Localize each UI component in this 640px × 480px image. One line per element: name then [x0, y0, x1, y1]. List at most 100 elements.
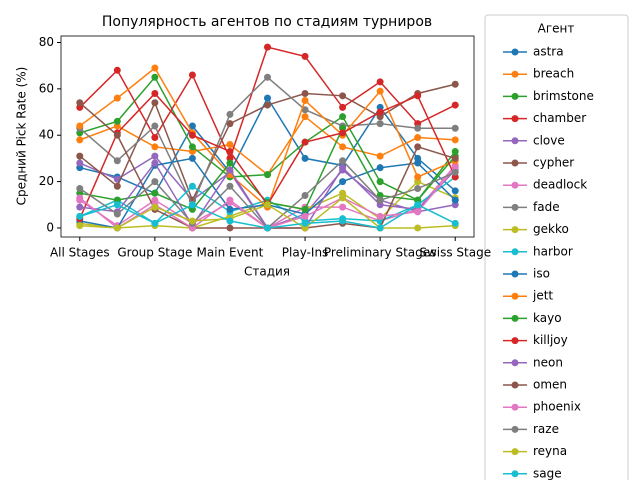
data-point [151, 134, 159, 142]
data-point [188, 182, 196, 190]
legend-label: gekko [533, 222, 569, 236]
legend-label: cypher [533, 156, 574, 170]
legend-label: harbor [533, 244, 573, 258]
legend-label: chamber [533, 111, 586, 125]
data-point [414, 185, 422, 193]
data-point [339, 92, 347, 100]
data-point [451, 136, 459, 144]
data-point [151, 159, 159, 167]
data-point [264, 101, 271, 109]
data-point [188, 217, 196, 225]
y-tick-label: 60 [39, 81, 54, 95]
data-point [151, 64, 159, 72]
data-point [113, 210, 121, 218]
data-point [264, 224, 271, 232]
data-point [151, 89, 159, 97]
data-point [113, 66, 121, 74]
data-point [301, 192, 309, 200]
legend-marker [511, 159, 519, 167]
legend-marker [511, 381, 519, 389]
data-point [414, 124, 422, 132]
legend-label: clove [533, 133, 565, 147]
data-point [226, 140, 234, 148]
legend-marker [511, 314, 519, 322]
data-point [188, 122, 196, 130]
x-tick-label: Group Stage [117, 246, 192, 260]
data-point [188, 201, 196, 209]
data-point [451, 168, 459, 176]
x-tick-label: Main Event [197, 246, 264, 260]
data-point [188, 131, 196, 139]
data-point [376, 164, 384, 172]
data-point [151, 219, 159, 227]
legend-label: fade [533, 200, 560, 214]
legend-marker [511, 226, 519, 234]
legend-marker [511, 359, 519, 367]
y-tick-label: 20 [39, 174, 54, 188]
x-axis-label: Стадия [244, 265, 290, 279]
data-point [188, 71, 196, 79]
data-point [264, 73, 271, 81]
data-point [376, 120, 384, 128]
data-point [301, 89, 309, 97]
data-point [451, 80, 459, 88]
legend-label: jett [532, 289, 553, 303]
chart-title: Популярность агентов по стадиям турниров [102, 14, 432, 30]
data-point [113, 182, 121, 190]
data-point [301, 106, 309, 114]
data-point [76, 159, 84, 167]
data-point [414, 92, 422, 100]
data-point [339, 113, 347, 121]
data-point [151, 143, 159, 151]
data-point [226, 196, 234, 204]
data-point [76, 99, 84, 107]
data-point [151, 122, 159, 130]
data-point [264, 43, 271, 51]
data-point [451, 196, 459, 204]
data-point [226, 217, 234, 225]
legend-marker [511, 48, 519, 56]
legend-label: reyna [533, 444, 567, 458]
data-point [76, 185, 84, 193]
data-point [376, 152, 384, 160]
legend-marker [511, 270, 519, 278]
y-tick-label: 80 [39, 35, 54, 49]
legend-label: omen [533, 378, 567, 392]
data-point [264, 94, 271, 102]
data-point [414, 208, 422, 216]
legend-marker [511, 115, 519, 123]
data-point [188, 143, 196, 151]
data-point [151, 73, 159, 81]
data-point [301, 52, 309, 60]
y-tick-label: 0 [46, 220, 54, 234]
data-point [376, 108, 384, 116]
data-point [376, 78, 384, 86]
data-point [301, 205, 309, 213]
data-point [414, 173, 422, 181]
data-point [376, 212, 384, 220]
data-point [188, 154, 196, 162]
data-point [113, 131, 121, 139]
legend-label: raze [533, 422, 559, 436]
y-tick-label: 40 [39, 128, 54, 142]
legend-marker [511, 70, 519, 78]
data-point [226, 110, 234, 118]
data-point [226, 147, 234, 155]
data-point [264, 171, 271, 179]
data-point [414, 134, 422, 142]
data-point [264, 201, 271, 209]
data-point [76, 203, 84, 211]
data-point [414, 143, 422, 151]
data-point [226, 182, 234, 190]
data-point [226, 159, 234, 167]
data-point [301, 154, 309, 162]
legend-box [484, 14, 629, 480]
legend-marker [511, 203, 519, 211]
data-point [76, 194, 84, 202]
legend-label: phoenix [533, 400, 581, 414]
data-point [301, 113, 309, 121]
data-point [339, 129, 347, 137]
legend-label: iso [533, 267, 550, 281]
data-point [414, 201, 422, 209]
